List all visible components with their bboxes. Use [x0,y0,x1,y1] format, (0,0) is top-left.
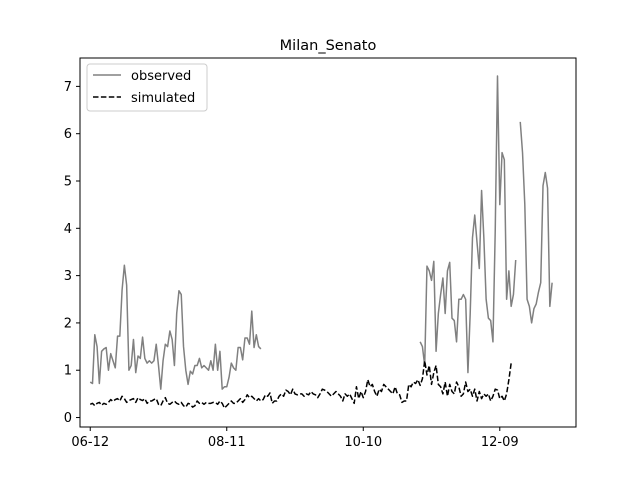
y-axis: 0 1 2 3 4 5 6 7 [64,80,80,426]
x-tick-label: 10-10 [344,435,382,450]
y-tick-label: 0 [64,411,72,426]
legend-label-simulated: simulated [131,91,195,106]
legend-label-observed: observed [131,69,191,84]
series-lines [89,75,553,409]
chart-title: Milan_Senato [280,38,377,54]
x-tick-label: 12-09 [481,435,519,450]
x-tick-label: 08-11 [208,435,246,450]
y-tick-label: 4 [64,222,72,237]
x-axis: 06-12 08-11 10-10 12-09 [71,427,519,450]
legend: observed simulated [86,63,208,112]
series-line-observed-segment-2 [419,75,517,374]
y-tick-label: 5 [64,175,72,190]
y-tick-label: 2 [64,316,72,331]
x-tick-label: 06-12 [71,435,109,450]
series-line-observed-segment-1 [89,264,262,390]
y-tick-label: 7 [64,80,72,95]
y-tick-label: 6 [64,127,72,142]
series-line-observed-segment-3 [519,121,553,324]
plot-frame [79,57,577,428]
y-tick-label: 1 [64,364,72,379]
series-line-simulated-segment-1 [89,360,512,409]
y-tick-label: 3 [64,269,72,284]
